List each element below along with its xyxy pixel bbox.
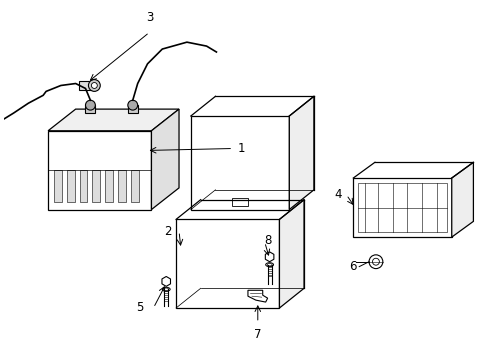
Polygon shape bbox=[451, 162, 472, 237]
Bar bbox=[232, 198, 247, 206]
Ellipse shape bbox=[265, 263, 273, 267]
Bar bbox=[92, 170, 100, 202]
Ellipse shape bbox=[266, 264, 271, 266]
Polygon shape bbox=[176, 219, 279, 308]
Polygon shape bbox=[352, 178, 451, 237]
Bar bbox=[0, 116, 1, 126]
Polygon shape bbox=[265, 252, 273, 262]
Text: 8: 8 bbox=[264, 234, 271, 247]
Circle shape bbox=[127, 100, 138, 110]
Bar bbox=[80, 170, 87, 202]
Text: 1: 1 bbox=[238, 142, 245, 155]
Polygon shape bbox=[48, 109, 179, 131]
Polygon shape bbox=[48, 131, 151, 210]
Bar bbox=[79, 81, 92, 90]
Circle shape bbox=[88, 80, 100, 91]
Text: 7: 7 bbox=[254, 328, 261, 341]
Text: 3: 3 bbox=[145, 12, 153, 24]
Bar bbox=[130, 170, 139, 202]
Text: 4: 4 bbox=[333, 188, 341, 201]
Polygon shape bbox=[289, 96, 313, 210]
Circle shape bbox=[91, 82, 97, 89]
Bar bbox=[54, 170, 62, 202]
Bar bbox=[67, 170, 75, 202]
Polygon shape bbox=[190, 116, 289, 210]
Circle shape bbox=[368, 255, 382, 269]
Ellipse shape bbox=[163, 288, 168, 291]
Bar bbox=[118, 170, 125, 202]
Text: 5: 5 bbox=[136, 301, 143, 315]
Bar bbox=[127, 105, 138, 113]
Bar bbox=[105, 170, 113, 202]
Polygon shape bbox=[151, 109, 179, 210]
Polygon shape bbox=[279, 200, 304, 308]
Polygon shape bbox=[162, 276, 170, 286]
Ellipse shape bbox=[162, 287, 170, 291]
Bar bbox=[358, 183, 446, 232]
Polygon shape bbox=[247, 290, 267, 302]
Text: 6: 6 bbox=[348, 260, 356, 273]
Text: 2: 2 bbox=[163, 225, 171, 238]
Bar bbox=[85, 105, 95, 113]
Circle shape bbox=[85, 100, 95, 110]
